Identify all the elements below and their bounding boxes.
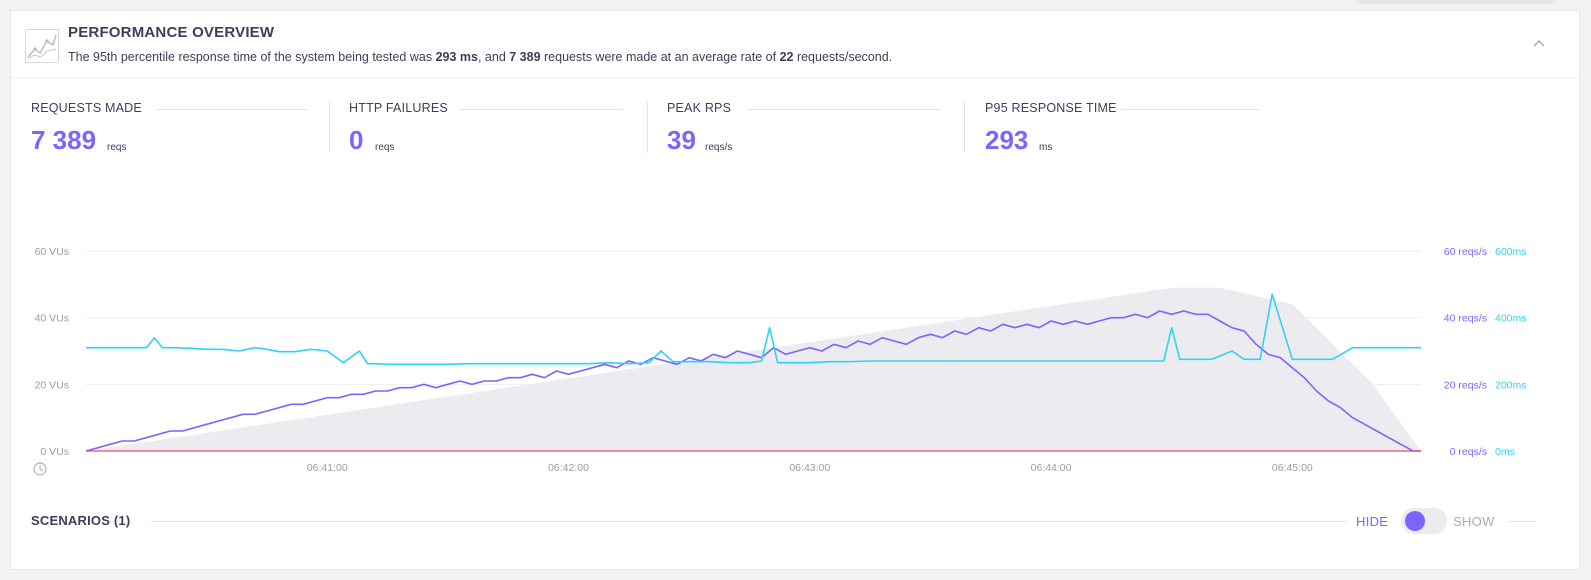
y-left-tick-label: 20 VUs xyxy=(35,379,69,391)
y-left-tick-label: 60 VUs xyxy=(35,246,69,258)
scenarios-rule xyxy=(151,521,1347,522)
performance-header[interactable]: PERFORMANCE OVERVIEW The 95th percentile… xyxy=(11,11,1579,78)
stat-label: P95 RESPONSE TIME xyxy=(985,101,1117,115)
stat-rule xyxy=(459,109,623,110)
performance-overview-card: PERFORMANCE OVERVIEW The 95th percentile… xyxy=(10,10,1580,570)
page-title: PERFORMANCE OVERVIEW xyxy=(68,24,275,41)
stat-value: 293 xyxy=(985,125,1029,155)
x-tick-label: 06:43:00 xyxy=(789,462,830,474)
y-right-ms-tick-label: 600ms xyxy=(1495,246,1527,258)
y-right-ms-tick-label: 400ms xyxy=(1495,313,1527,325)
scenarios-rule-tail xyxy=(1509,521,1535,522)
stat-divider xyxy=(329,101,330,153)
x-tick-label: 06:45:00 xyxy=(1272,462,1313,474)
series-response_time-line xyxy=(86,293,1421,366)
y-right-rps-tick-label: 60 reqs/s xyxy=(1444,246,1487,258)
line-chart-icon xyxy=(25,29,59,63)
stat-peak-rps: PEAK RPS 39 reqs/s xyxy=(667,99,947,169)
summary-rate: 22 xyxy=(779,50,794,64)
y-right-rps-tick-label: 40 reqs/s xyxy=(1444,313,1487,325)
y-left-tick-label: 40 VUs xyxy=(35,313,69,325)
stat-unit: reqs xyxy=(375,142,395,153)
series-vus-area xyxy=(86,287,1421,451)
stat-value: 39 xyxy=(667,125,696,155)
stat-http-failures: HTTP FAILURES 0 reqs xyxy=(349,99,629,169)
stat-label: PEAK RPS xyxy=(667,101,732,115)
stat-divider xyxy=(647,101,648,153)
stat-label: HTTP FAILURES xyxy=(349,101,448,115)
series-rps-line xyxy=(85,310,1421,452)
stat-value: 7 389 xyxy=(31,125,97,155)
y-left-tick-label: 0 VUs xyxy=(40,446,69,458)
top-tab-edge xyxy=(1356,0,1556,4)
toggle-knob xyxy=(1405,511,1425,531)
show-label[interactable]: SHOW xyxy=(1453,514,1495,529)
scenarios-toggle[interactable] xyxy=(1401,508,1447,534)
stat-requests-made: REQUESTS MADE 7 389 reqs xyxy=(31,99,311,169)
summary-text: The 95th percentile response time of the… xyxy=(68,50,893,64)
clock-icon xyxy=(33,462,47,476)
summary-p95: 293 ms xyxy=(435,50,478,64)
hide-label[interactable]: HIDE xyxy=(1356,514,1389,529)
stat-rule xyxy=(1121,109,1259,110)
x-tick-label: 06:41:00 xyxy=(307,462,348,474)
stat-unit: ms xyxy=(1039,142,1053,153)
scenarios-label: SCENARIOS (1) xyxy=(31,513,131,528)
y-right-rps-tick-label: 0 reqs/s xyxy=(1450,446,1487,458)
y-right-ms-tick-label: 0ms xyxy=(1495,446,1515,458)
stat-rule xyxy=(157,109,307,110)
stat-unit: reqs/s xyxy=(705,142,733,153)
summary-requests: 7 389 xyxy=(509,50,541,64)
y-right-rps-tick-label: 20 reqs/s xyxy=(1444,379,1487,391)
x-tick-label: 06:42:00 xyxy=(548,462,589,474)
y-right-ms-tick-label: 200ms xyxy=(1495,379,1527,391)
x-tick-label: 06:44:00 xyxy=(1031,462,1072,474)
stat-label: REQUESTS MADE xyxy=(31,101,142,115)
chevron-up-icon[interactable] xyxy=(1532,38,1546,48)
stat-unit: reqs xyxy=(107,142,127,153)
stat-divider xyxy=(964,101,965,153)
stat-p95-response-time: P95 RESPONSE TIME 293 ms xyxy=(985,99,1285,169)
stat-rule xyxy=(747,109,941,110)
stat-value: 0 xyxy=(349,125,364,155)
